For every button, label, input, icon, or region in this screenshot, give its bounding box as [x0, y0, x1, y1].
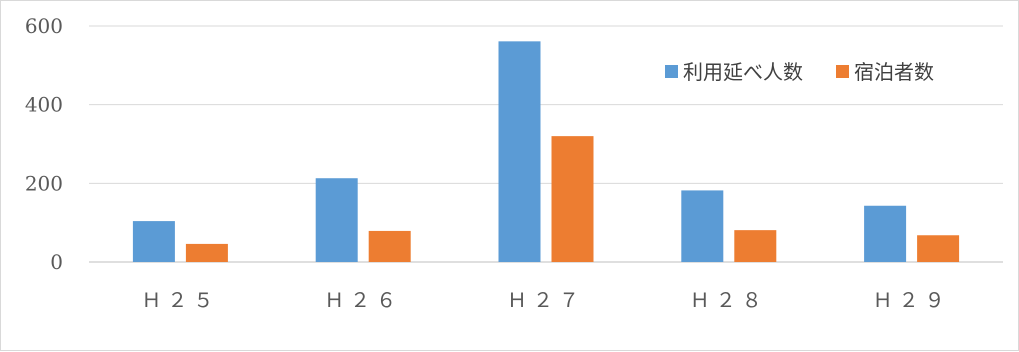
legend-label: 宿泊者数 — [854, 60, 934, 84]
bar-riyou-2 — [498, 41, 541, 263]
y-axis-ticks: 0 200 400 600 — [25, 14, 63, 274]
legend-label: 利用延べ人数 — [683, 60, 803, 84]
x-tick-label: Ｈ２５ — [141, 288, 219, 312]
bars — [132, 41, 960, 263]
bar-shukuhaku-3 — [734, 230, 777, 262]
bar-shukuhaku-2 — [551, 136, 594, 262]
x-tick-label: Ｈ２８ — [690, 288, 768, 312]
x-axis-ticks: Ｈ２５ Ｈ２６ Ｈ２７ Ｈ２８ Ｈ２９ — [141, 288, 951, 312]
x-tick-label: Ｈ２７ — [507, 288, 585, 312]
bar-shukuhaku-1 — [368, 230, 411, 262]
y-tick-label: 200 — [25, 171, 63, 195]
x-tick-label: Ｈ２９ — [873, 288, 951, 312]
bar-riyou-1 — [315, 178, 358, 262]
bar-riyou-3 — [681, 190, 724, 262]
y-tick-label: 400 — [25, 93, 63, 117]
bar-riyou-0 — [132, 221, 175, 262]
y-tick-label: 0 — [50, 250, 63, 274]
bar-shukuhaku-0 — [185, 243, 228, 262]
legend-swatch — [836, 65, 849, 78]
x-tick-label: Ｈ２６ — [324, 288, 402, 312]
legend-swatch — [665, 65, 678, 78]
bar-riyou-4 — [864, 205, 907, 262]
legend: 利用延べ人数 宿泊者数 — [665, 60, 934, 84]
bar-shukuhaku-4 — [917, 235, 960, 262]
gridlines — [89, 25, 1003, 263]
y-tick-label: 600 — [25, 14, 63, 38]
